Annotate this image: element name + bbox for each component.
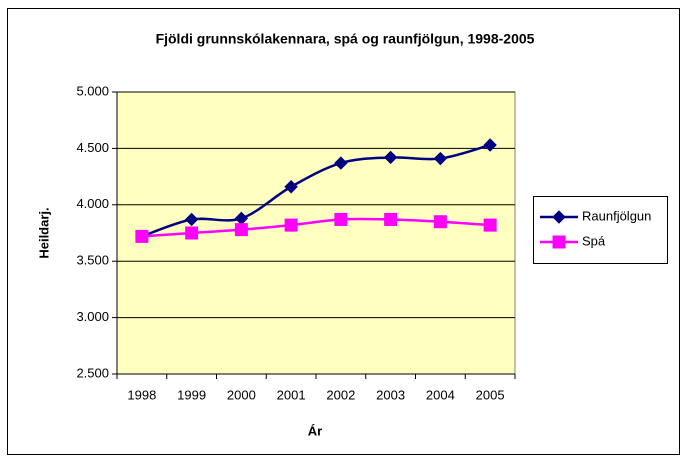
marker [334,212,348,226]
marker [284,180,298,194]
marker [384,212,398,226]
y-tick-label: 3.500 [76,253,109,268]
x-tick-label: 1998 [127,387,156,402]
y-axis-label: Heildarj. [36,207,51,258]
x-tick-label: 2001 [277,387,306,402]
y-tick-label: 3.000 [76,309,109,324]
marker [234,223,248,237]
x-tick-label: 2004 [426,387,455,402]
x-tick-label: 2005 [476,387,505,402]
x-tick-label: 1999 [177,387,206,402]
marker [135,229,149,243]
y-tick-label: 4.000 [76,196,109,211]
y-tick-label: 2.500 [76,365,109,380]
marker [383,150,398,165]
marker [433,151,448,166]
legend-marker [552,210,566,224]
marker [284,218,298,232]
chart-title: Fjöldi grunnskólakennara, spá og raunfjö… [156,31,535,47]
marker [185,226,199,240]
marker [483,138,497,152]
legend-label: Raunfjölgun [582,208,651,223]
x-tick-label: 2002 [326,387,355,402]
y-tick-label: 4.500 [76,140,109,155]
x-tick-label: 2003 [376,387,405,402]
x-axis-label: Ár [308,423,322,438]
marker [334,156,348,170]
marker [184,212,199,227]
y-tick-label: 5.000 [76,83,109,98]
legend-box [533,196,668,264]
x-tick-label: 2000 [227,387,256,402]
marker [483,218,497,232]
marker [433,215,447,229]
legend-label: Spá [582,233,606,248]
legend-marker [552,235,566,249]
